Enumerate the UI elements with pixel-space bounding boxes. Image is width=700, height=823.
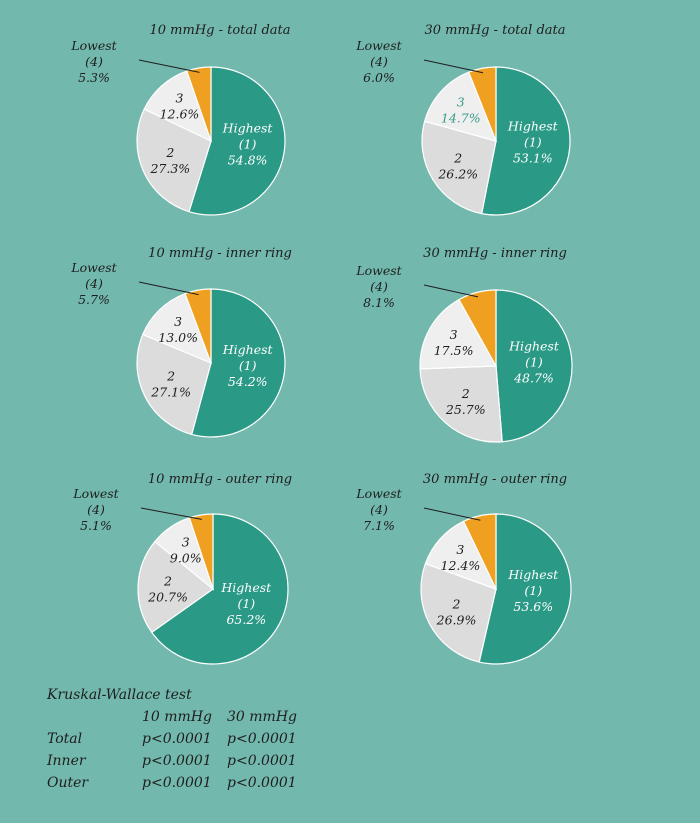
leader-line	[140, 507, 202, 520]
slice-label-lowest: Lowest (4) 6.0%	[355, 38, 402, 85]
slice-label-highest: Highest (1) 65.2%	[220, 580, 272, 627]
chart-title: 10 mmHg - total data	[149, 23, 290, 38]
slice-label-3: 3 12.4%	[441, 542, 481, 573]
slice-label-highest: Highest (1) 53.6%	[507, 567, 559, 614]
slice-label-2: 2 26.9%	[436, 597, 477, 628]
slice-label-3: 3 12.6%	[160, 91, 200, 122]
slice-label-3: 3 13.0%	[158, 314, 198, 345]
slice-label-3: 3 14.7%	[441, 94, 481, 125]
pie-slice-4	[188, 513, 214, 590]
stats-value: p<0.0001	[142, 775, 212, 791]
pie-slice-2	[421, 120, 497, 215]
stats-row-outer: Outer p<0.0001 p<0.0001	[47, 772, 317, 794]
pie-chart-1: 10 mmHg - total data Highest (1) 54.8% 2 27.3…	[70, 23, 291, 216]
stats-col-30mmhg: 30 mmHg	[227, 709, 297, 725]
pie-chart-4: 30 mmHg - inner ring Highest (1) 48.7% 2 25.7…	[355, 246, 573, 443]
slice-label-2: 2 20.7%	[147, 573, 188, 604]
pie-slice-2	[137, 540, 214, 634]
stats-value: p<0.0001	[142, 753, 212, 769]
stats-value: p<0.0001	[227, 753, 297, 769]
stats-row-total: Total p<0.0001 p<0.0001	[47, 728, 317, 750]
pie-slice-2	[419, 365, 503, 443]
chart-title: 30 mmHg - total data	[424, 23, 565, 38]
leader-line	[423, 507, 481, 521]
kruskal-wallace-table: Kruskal-Wallace test 10 mmHg 30 mmHg Tot…	[47, 684, 317, 794]
leader-line	[423, 284, 479, 298]
pie-slice-1	[188, 66, 286, 216]
slice-label-3: 3 17.5%	[434, 327, 474, 358]
slice-label-lowest: Lowest (4) 5.1%	[72, 486, 119, 533]
slice-label-2: 2 26.2%	[437, 150, 478, 181]
pie-slice-4	[458, 289, 497, 369]
pie-chart-6: 30 mmHg - outer ring Highest (1) 53.6% 2 26.9…	[355, 472, 572, 665]
slice-label-highest: Highest (1) 48.7%	[508, 338, 560, 385]
stats-value: p<0.0001	[142, 731, 212, 747]
pie-slice-3	[141, 292, 213, 365]
slice-label-highest: Highest (1) 54.8%	[222, 121, 274, 168]
pie-slice-2	[136, 108, 212, 213]
slice-label-3: 3 9.0%	[170, 534, 202, 565]
pie-chart-2: 30 mmHg - total data Highest (1) 53.1% 2 26.2…	[355, 23, 571, 216]
chart-title: 30 mmHg - inner ring	[423, 246, 567, 261]
stats-title-row: Kruskal-Wallace test	[47, 684, 317, 706]
pie-slice-1	[150, 513, 289, 665]
pie-slice-4	[462, 513, 497, 590]
pie-slice-3	[423, 71, 498, 142]
stats-title: Kruskal-Wallace test	[47, 687, 192, 703]
slice-label-lowest: Lowest (4) 5.7%	[70, 260, 117, 307]
pie-slice-2	[136, 333, 212, 436]
leader-line	[138, 59, 200, 73]
slice-label-lowest: Lowest (4) 7.1%	[355, 486, 402, 533]
pie-slice-1	[190, 288, 286, 438]
slice-label-highest: Highest (1) 53.1%	[507, 119, 559, 166]
chart-title: 10 mmHg - inner ring	[148, 246, 292, 261]
stats-col-10mmhg: 10 mmHg	[142, 709, 212, 725]
pie-slice-3	[419, 298, 498, 370]
pie-slice-2	[420, 562, 497, 663]
slice-label-lowest: Lowest (4) 5.3%	[70, 38, 117, 85]
stats-value: p<0.0001	[227, 731, 297, 747]
slice-label-2: 2 27.1%	[150, 369, 191, 400]
pie-slice-4	[184, 288, 212, 364]
stats-row-label: Inner	[47, 753, 86, 769]
pie-slice-1	[478, 513, 572, 665]
pie-chart-3: 10 mmHg - inner ring Highest (1) 54.2% 2 27.1…	[70, 246, 292, 438]
stats-value: p<0.0001	[227, 775, 297, 791]
pie-slice-1	[480, 66, 571, 216]
pie-slice-3	[424, 520, 498, 591]
slice-label-highest: Highest (1) 54.2%	[222, 342, 274, 389]
pie-slice-1	[495, 289, 573, 443]
stats-row-label: Outer	[47, 775, 89, 791]
pie-slice-4	[186, 66, 212, 142]
slice-label-lowest: Lowest (4) 8.1%	[355, 263, 402, 310]
pie-slice-4	[467, 66, 497, 142]
stats-row-label: Total	[47, 731, 83, 747]
stats-row-inner: Inner p<0.0001 p<0.0001	[47, 750, 317, 772]
chart-title: 10 mmHg - outer ring	[148, 472, 292, 487]
pie-slice-3	[143, 70, 213, 143]
slice-label-2: 2 25.7%	[445, 386, 486, 417]
stats-header-row: 10 mmHg 30 mmHg	[47, 706, 317, 728]
leader-line	[423, 59, 484, 74]
leader-line	[138, 281, 199, 296]
chart-title: 30 mmHg - outer ring	[423, 472, 567, 487]
pie-chart-5: 10 mmHg - outer ring Highest (1) 65.2% 2 20.7…	[72, 472, 292, 665]
slice-label-2: 2 27.3%	[149, 145, 190, 176]
